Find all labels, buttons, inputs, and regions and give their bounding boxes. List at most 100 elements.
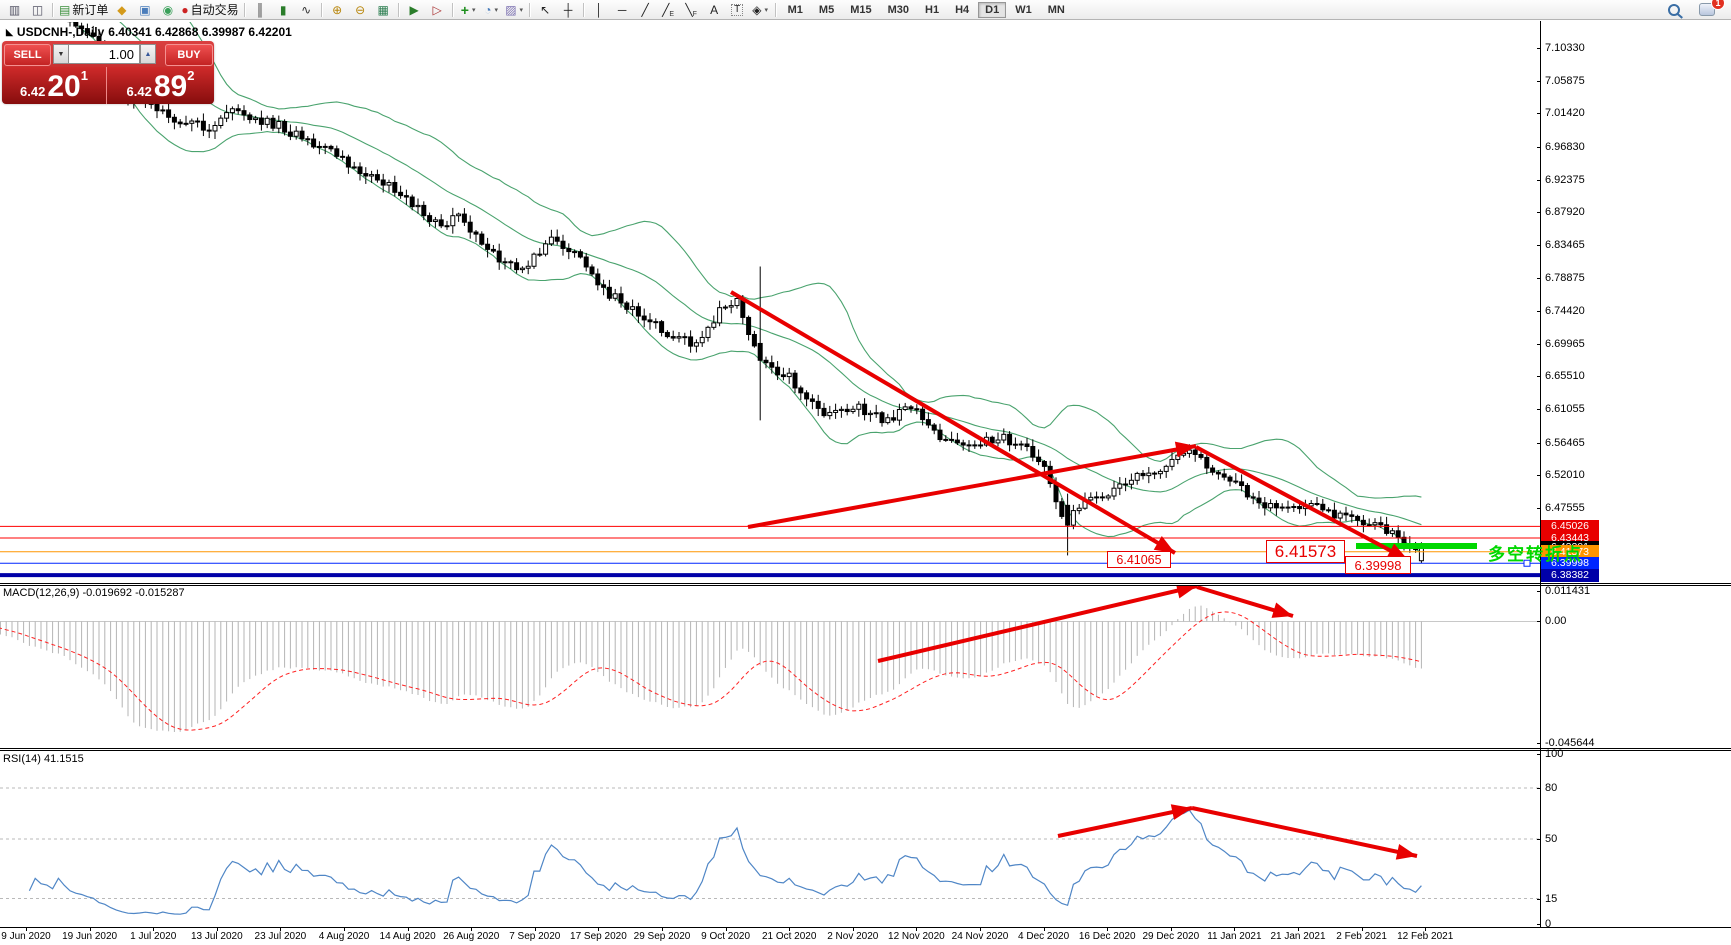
community-button[interactable]: 1: [1695, 0, 1725, 18]
timeframe-m15-button[interactable]: M15: [850, 3, 872, 16]
time-axis[interactable]: 9 Jun 2020 19 Jun 2020 1 Jul 2020 13 Jul 20…: [0, 927, 1731, 945]
line-chart-type-button[interactable]: ∿: [295, 1, 318, 18]
volume-input[interactable]: 1.00: [68, 44, 140, 64]
date-label: 26 Aug 2020: [443, 931, 500, 942]
mql-market-icon[interactable]: ◆: [110, 1, 133, 18]
zoom-out-button[interactable]: ⊖: [349, 1, 372, 18]
vertical-line-button[interactable]: │: [588, 1, 611, 18]
volume-decrease-button[interactable]: ▼: [53, 44, 69, 64]
rsi-tick-label: 50: [1545, 833, 1558, 845]
chevron-down-icon: ▾: [519, 6, 524, 14]
fibonacci-button[interactable]: ╲ F: [680, 1, 703, 19]
date-label: 13 Jul 2020: [190, 931, 243, 942]
indicators-icon: +: [460, 1, 469, 18]
axis-tick: [1537, 924, 1541, 925]
bar-chart-type-button[interactable]: ║: [249, 1, 272, 18]
autotrade-button[interactable]: ● 自动交易: [179, 1, 240, 18]
ohlc-values: 6.40341 6.42868 6.39987 6.42201: [108, 25, 292, 39]
date-label: 9 Jun 2020: [1, 931, 51, 942]
price-tick-label: 6.83465: [1545, 238, 1585, 251]
volume-increase-button[interactable]: ▲: [140, 44, 156, 64]
signals-icon[interactable]: ◉: [156, 1, 179, 18]
date-tick: [1425, 927, 1427, 931]
date-tick: [1107, 927, 1109, 931]
pane-splitter-macd[interactable]: [0, 583, 1731, 584]
chart-shift-button[interactable]: ▷: [426, 1, 449, 18]
timeframe-m1-button[interactable]: M1: [787, 3, 803, 16]
rsi-tick-label: 100: [1545, 748, 1564, 760]
indicators-button[interactable]: + ▾: [457, 1, 480, 18]
chart-window-icon-icon: ▥: [8, 2, 21, 17]
price-tick-label: 6.47555: [1545, 501, 1585, 514]
date-tick: [1234, 927, 1236, 931]
chevron-down-icon: ▾: [471, 6, 476, 14]
axis-tick: [1537, 244, 1541, 246]
new-order-button[interactable]: ▤ 新订单: [57, 1, 110, 18]
main-chart-pane[interactable]: [0, 22, 1731, 583]
periods-button[interactable]: ◔ ▾: [480, 1, 503, 18]
resistance-price-label[interactable]: 6.41573: [1266, 540, 1345, 563]
axis-tick: [1537, 376, 1541, 378]
macd-pane[interactable]: [0, 582, 1731, 748]
shapes-button[interactable]: ◈ ▾: [749, 1, 772, 18]
chart-window-icon[interactable]: ▥: [3, 1, 26, 18]
cursor-button[interactable]: ↖: [534, 1, 557, 18]
search-button[interactable]: [1662, 1, 1685, 18]
timeframe-d1-button[interactable]: D1: [978, 1, 1007, 18]
tile-windows-button[interactable]: ▦: [372, 1, 395, 18]
sell-button[interactable]: SELL: [4, 44, 51, 66]
axis-tick: [1537, 113, 1541, 115]
axis-tick: [1537, 788, 1541, 789]
timeframe-m30-button[interactable]: M30: [887, 3, 909, 16]
notification-badge: 1: [1711, 0, 1725, 10]
macd-tick-label: 0.011431: [1545, 585, 1591, 597]
axis-tick: [1537, 507, 1541, 509]
swing-low-price-label[interactable]: 6.41065: [1107, 551, 1171, 568]
autotrade-button-label: 自动交易: [190, 3, 239, 17]
toolbar-separator: [243, 2, 246, 17]
channel-button[interactable]: ╱ E: [657, 1, 680, 19]
support-price-label[interactable]: 6.39998: [1345, 556, 1411, 574]
profile-chart-icon[interactable]: ◫: [26, 1, 49, 18]
toolbar-separator: [52, 2, 54, 17]
candle-chart-type-button[interactable]: ▮: [272, 1, 295, 18]
timeframe-h4-button[interactable]: H4: [955, 3, 970, 16]
shapes-icon: ◈: [752, 2, 762, 17]
crosshair-button[interactable]: ┼: [557, 1, 580, 18]
price-tick-label: 7.01420: [1545, 107, 1585, 120]
one-click-toggle-icon[interactable]: ◣: [6, 26, 13, 37]
text-button[interactable]: A: [703, 1, 726, 18]
channel-button-letter: E: [669, 11, 675, 18]
virtual-hosting-icon-icon: ▣: [139, 2, 151, 17]
sell-quote-button[interactable]: 6.42 20 1: [2, 67, 107, 104]
horizontal-line-button[interactable]: ─: [611, 1, 634, 18]
axis-tick: [1537, 743, 1541, 744]
pane-splitter-rsi[interactable]: [0, 748, 1731, 749]
channel-icon: ╱: [662, 2, 670, 17]
toolbar-separator: [320, 2, 323, 17]
buy-quote-button[interactable]: 6.42 89 2: [107, 67, 214, 104]
date-tick: [852, 927, 854, 931]
timeframe-m5-button[interactable]: M5: [818, 3, 835, 16]
turning-point-annotation[interactable]: 多空转折点: [1488, 545, 1583, 564]
virtual-hosting-icon[interactable]: ▣: [133, 1, 156, 18]
price-tick-label: 6.78875: [1545, 272, 1585, 285]
timeframe-w1-button[interactable]: W1: [1015, 3, 1032, 16]
templates-button[interactable]: ▨ ▾: [503, 1, 526, 18]
label-button[interactable]: T: [726, 1, 749, 18]
zoom-in-button[interactable]: ⊕: [326, 1, 349, 18]
price-tick-label: 6.96830: [1545, 140, 1585, 153]
buy-button[interactable]: BUY: [165, 44, 213, 66]
macd-tick-label: -0.045644: [1545, 737, 1595, 749]
auto-scroll-button[interactable]: ▶: [403, 1, 426, 18]
profile-chart-icon-icon: ◫: [31, 2, 44, 17]
axis-tick: [1537, 621, 1541, 623]
rsi-pane[interactable]: [0, 751, 1731, 927]
price-tick-label: 6.65510: [1545, 370, 1585, 383]
timeframe-h1-button[interactable]: H1: [925, 3, 940, 16]
timeframe-mn-button[interactable]: MN: [1047, 3, 1065, 16]
axis-tick: [1537, 591, 1541, 592]
date-label: 4 Dec 2020: [1018, 931, 1070, 942]
trendline-button[interactable]: ╱: [634, 1, 657, 18]
bar-chart-type-icon: ║: [255, 2, 265, 17]
